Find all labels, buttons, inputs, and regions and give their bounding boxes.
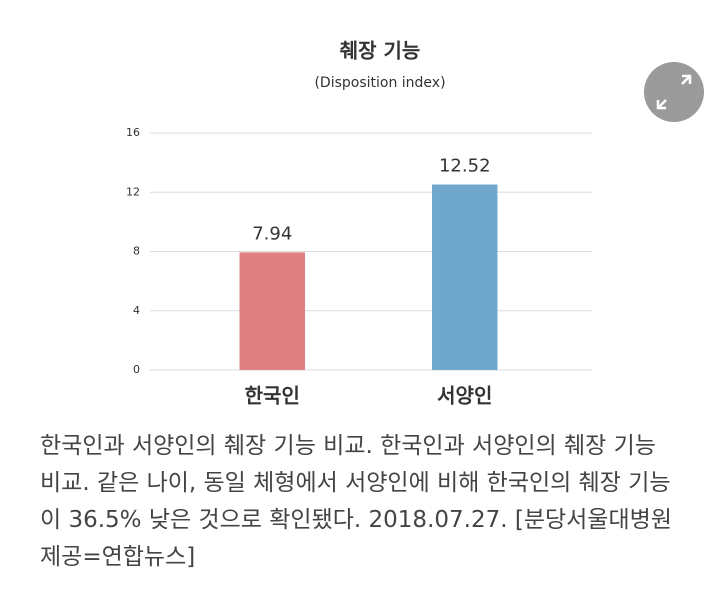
y-tick-label: 8 [133,245,140,258]
expand-circle[interactable] [644,62,704,122]
value-label: 12.52 [439,156,491,177]
bar [239,252,305,370]
y-tick-label: 4 [133,304,140,317]
chart-title: 췌장 기능 [340,39,421,63]
y-tick-label: 0 [133,363,140,376]
bar [432,184,498,370]
x-tick-label: 한국인 [245,384,300,408]
caption: 한국인과 서양인의 췌장 기능 비교. 한국인과 서양인의 췌장 기능 비교. … [40,433,672,570]
y-tick-label: 16 [126,126,140,139]
chart-subtitle: (Disposition index) [314,75,445,91]
expand-button[interactable] [644,62,704,122]
y-tick-label: 12 [126,185,140,198]
x-tick-label: 서양인 [437,384,492,408]
expand-icon[interactable] [656,74,692,110]
chart: 췌장 기능 (Disposition index) 0 4 8 12 16 한국인 7.94… [126,39,704,408]
value-label: 7.94 [252,223,292,244]
